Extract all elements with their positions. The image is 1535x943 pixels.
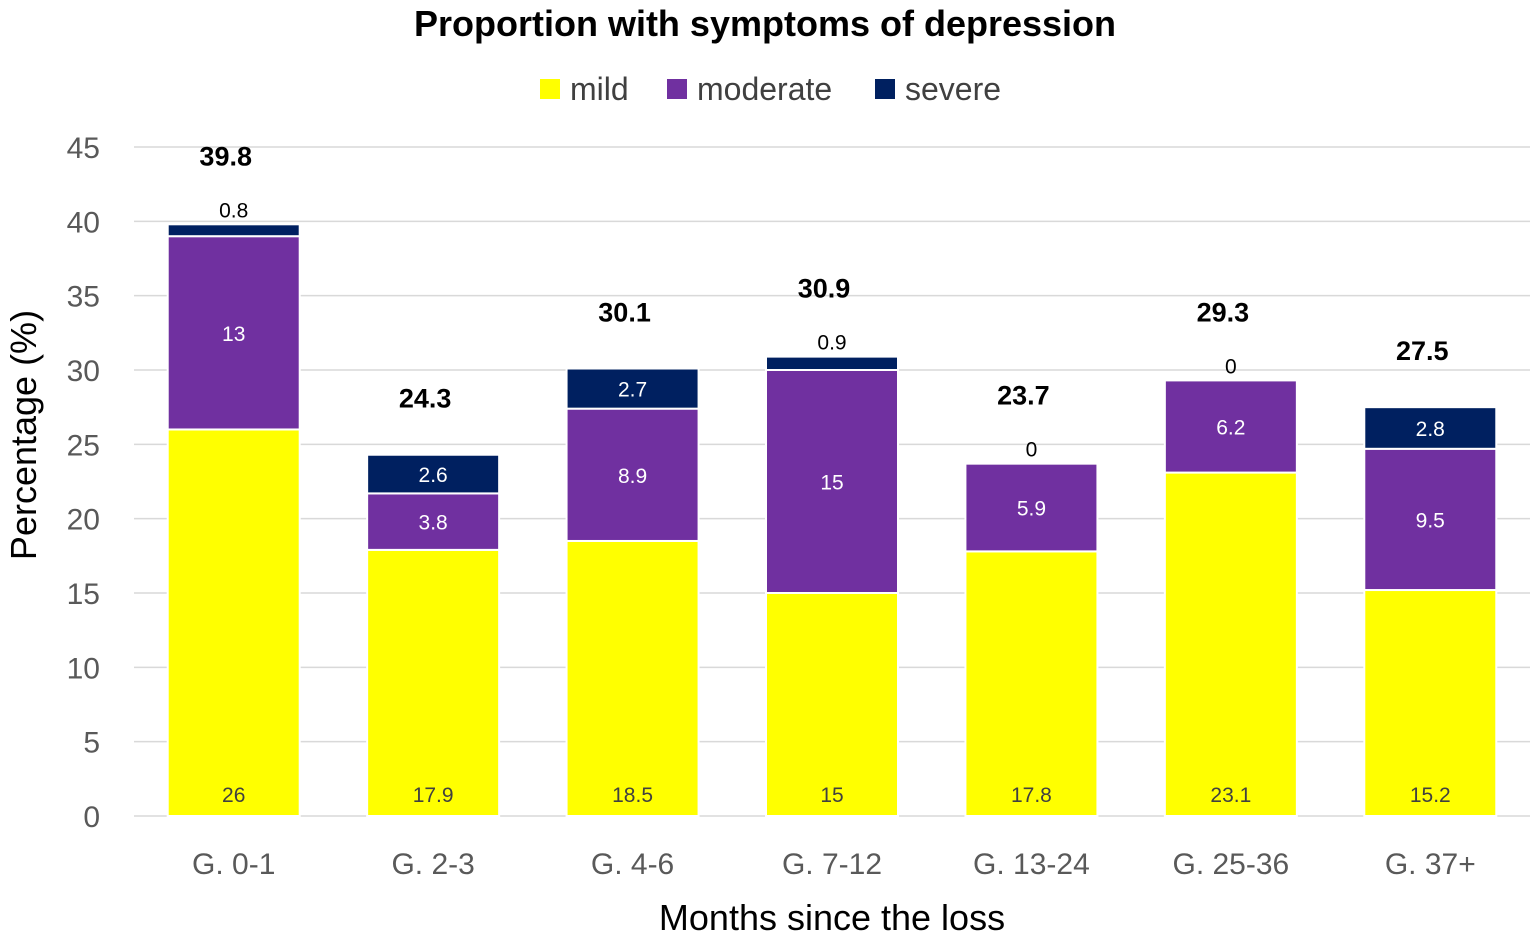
bar-group: 23.1 6.2 0 29.3 [1163,297,1298,817]
bar-severe [1363,406,1498,450]
data-label-mild: 23.1 [1210,784,1251,807]
legend-label-severe: severe [905,71,1001,107]
legend-swatch-severe [875,79,895,99]
data-label-mild: 26 [222,784,245,807]
y-axis-label: Percentage (%) [3,310,44,560]
bar-group: 26 13 0.8 39.8 [166,141,301,817]
total-label: 39.8 [199,141,252,171]
y-tick-label: 25 [67,429,100,462]
bar-mild [366,548,501,817]
data-label-severe: 0 [1026,439,1038,462]
bar-group: 15.2 9.5 2.8 27.5 [1363,336,1498,817]
data-label-severe: 0 [1225,355,1237,378]
bar-mild [765,592,899,817]
data-label-moderate: 8.9 [618,465,647,488]
chart-title: Proportion with symptoms of depression [414,3,1116,44]
data-label-severe: 2.8 [1416,418,1445,441]
data-label-moderate: 9.5 [1416,509,1445,532]
bar-group: 17.8 5.9 0 23.7 [964,381,1099,818]
bar-severe [366,453,501,495]
bar-mild [964,550,1099,818]
bar-severe [565,367,700,410]
bar-moderate [964,462,1099,553]
bar-mild [166,428,301,817]
bar-moderate [1363,447,1498,592]
data-label-severe: 2.7 [618,379,647,402]
total-label: 27.5 [1396,336,1449,366]
legend: mild moderate severe [540,71,1001,107]
y-axis-ticks: 0 5 10 15 20 25 30 35 40 45 [67,132,100,834]
x-tick-label: G. 25-36 [1172,848,1289,881]
bar-group: 18.5 8.9 2.7 30.1 [565,298,700,817]
data-label-moderate: 15 [820,472,843,495]
y-tick-label: 30 [67,355,100,388]
bar-severe [765,355,899,371]
data-label-severe: 0.9 [817,332,846,355]
x-tick-label: G. 13-24 [973,848,1090,881]
y-tick-label: 5 [83,727,100,760]
bar-moderate [1163,379,1298,474]
bars: 26130.839.817.93.82.624.318.58.92.730.11… [166,141,1498,818]
y-tick-label: 20 [67,504,100,537]
total-label: 30.9 [798,274,851,304]
legend-label-mild: mild [570,71,629,107]
data-label-moderate: 5.9 [1017,498,1046,521]
x-tick-label: G. 0-1 [192,848,275,881]
y-tick-label: 35 [67,281,100,314]
y-tick-label: 40 [67,206,100,239]
y-tick-label: 0 [83,801,100,834]
data-label-severe: 0.8 [219,199,248,222]
data-label-mild: 15.2 [1410,784,1451,807]
y-tick-label: 15 [67,578,100,611]
x-axis-ticks: G. 0-1 G. 2-3 G. 4-6 G. 7-12 G. 13-24 G. 25-3… [192,848,1476,881]
bar-mild [1363,589,1498,817]
legend-label-moderate: moderate [697,71,832,107]
legend-swatch-moderate [667,79,687,99]
x-axis-label: Months since the loss [659,897,1005,938]
data-label-mild: 17.9 [413,784,454,807]
x-tick-label: G. 7-12 [782,848,882,881]
y-tick-label: 10 [67,652,100,685]
total-label: 29.3 [1197,297,1250,327]
data-label-moderate: 3.8 [419,512,448,535]
bar-moderate [565,407,700,542]
total-label: 24.3 [399,384,452,414]
data-label-moderate: 13 [222,323,245,346]
total-label: 23.7 [997,381,1050,411]
data-label-moderate: 6.2 [1216,416,1245,439]
y-tick-label: 45 [67,132,100,165]
x-tick-label: G. 37+ [1385,848,1476,881]
bar-group: 15 15 0.9 30.9 [765,274,899,817]
bar-mild [565,539,700,817]
x-tick-label: G. 2-3 [391,848,474,881]
bar-group: 17.9 3.8 2.6 24.3 [366,384,501,817]
bar-mild [1163,471,1298,817]
data-label-mild: 15 [820,784,843,807]
data-label-mild: 17.8 [1011,784,1052,807]
legend-swatch-mild [540,79,560,99]
bar-severe [166,223,301,238]
total-label: 30.1 [598,298,651,328]
bar-moderate [765,369,899,594]
x-tick-label: G. 4-6 [591,848,674,881]
data-label-severe: 2.6 [419,464,448,487]
data-label-mild: 18.5 [612,784,653,807]
